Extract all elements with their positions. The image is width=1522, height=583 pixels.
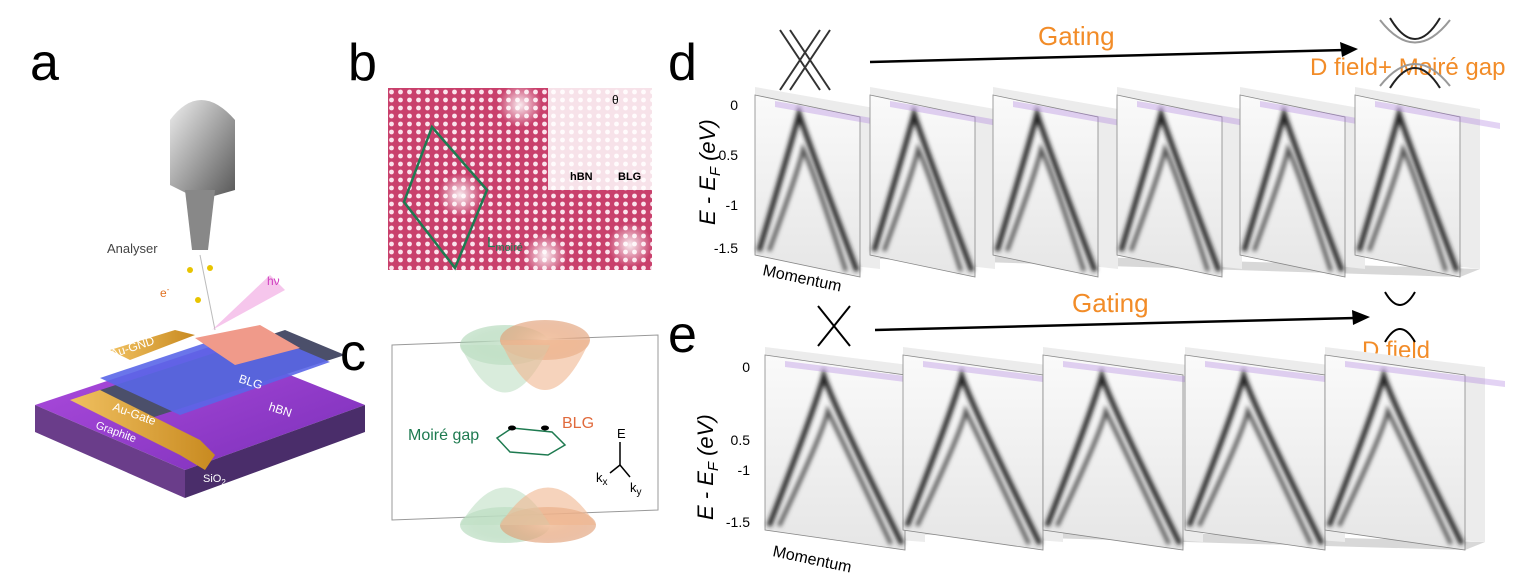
band [1186, 367, 1325, 546]
label: BLG [562, 415, 594, 432]
y-tick-label: 0.5 [731, 432, 751, 448]
label: Gating [1038, 21, 1115, 51]
panel-label: a [30, 34, 59, 92]
label: Lmoiré [487, 234, 523, 254]
band [766, 367, 905, 546]
band-highlight [1345, 361, 1505, 387]
band [994, 105, 1098, 272]
band [882, 143, 963, 272]
band [1326, 367, 1465, 546]
label: y [637, 487, 642, 498]
band [1367, 143, 1448, 272]
label: - [167, 285, 170, 294]
y-tick-label: -1.5 [726, 514, 750, 530]
panel-label: c [340, 324, 366, 382]
band [1252, 143, 1333, 272]
axis-label: Momentum [771, 543, 853, 576]
label: Gating [1072, 288, 1149, 318]
panel-label: b [348, 34, 377, 92]
arrow [874, 310, 1370, 332]
label: E [617, 426, 626, 441]
axis-label: (eV) [693, 414, 718, 456]
axis-label: F [707, 166, 724, 176]
band [1241, 105, 1345, 272]
band [1005, 143, 1086, 272]
band [904, 367, 1043, 546]
y-tick-label: -1 [738, 462, 751, 478]
axis-label: E - EF (eV) [695, 119, 724, 225]
y-tick-label: 0 [730, 97, 738, 113]
y-tick-label: -1.5 [714, 240, 738, 256]
label: ky [630, 480, 642, 498]
arrow [869, 42, 1358, 64]
panel-label: e [668, 306, 697, 364]
y-tick-label: 0 [742, 359, 750, 375]
band [777, 404, 893, 545]
label: θ [612, 93, 619, 107]
label: 2 [221, 478, 226, 487]
band [1055, 404, 1171, 545]
band-highlight [890, 101, 1015, 129]
band [756, 105, 860, 272]
axis-label: E - E [695, 176, 720, 225]
band [871, 105, 975, 272]
label: kx [596, 470, 608, 488]
label: k [596, 470, 603, 485]
arpes-frame [1042, 354, 1184, 551]
label: hν [267, 274, 280, 288]
label: Moiré gap [408, 427, 479, 444]
band-diagram [391, 320, 659, 543]
label: BLG [618, 171, 641, 183]
panel-label: d [668, 34, 697, 92]
arpes-frame [902, 354, 1044, 551]
axis-label: E - E [693, 471, 718, 520]
axis-label: F [705, 461, 722, 471]
arpes-stack [764, 347, 1505, 551]
band [1044, 367, 1183, 546]
band-highlight [1063, 361, 1223, 387]
moire-lattice [388, 83, 652, 277]
label: e- [160, 285, 170, 300]
band [915, 404, 1031, 545]
band-icon [779, 17, 1451, 91]
arpes-frame [1324, 354, 1466, 551]
band-highlight [1137, 101, 1262, 129]
label: moiré [495, 242, 523, 254]
arpes-frame [764, 354, 906, 551]
device [35, 100, 365, 498]
arpes-stack [754, 87, 1500, 278]
band [1197, 404, 1313, 545]
band [767, 143, 848, 272]
label: hBN [267, 400, 294, 421]
arpes-frame [1184, 354, 1326, 551]
band [1337, 404, 1453, 545]
band-highlight [775, 101, 900, 129]
band [1118, 105, 1222, 272]
label: SiO [203, 473, 222, 485]
label: hBN [570, 171, 593, 183]
label: Analyser [107, 241, 158, 256]
band-highlight [1013, 101, 1138, 129]
band-highlight [1260, 101, 1385, 129]
label: SiO2 [203, 473, 226, 487]
y-tick-label: -1 [726, 197, 739, 213]
band [1129, 143, 1210, 272]
band-highlight [1375, 101, 1500, 129]
axis-label: (eV) [695, 119, 720, 161]
band-icon [817, 291, 1416, 347]
band [1356, 105, 1460, 272]
y-tick-label: 0.5 [719, 147, 739, 163]
axis-label: E - EF (eV) [693, 414, 722, 520]
label: k [630, 480, 637, 495]
label: x [603, 477, 608, 488]
label: L [487, 234, 495, 251]
label: D field+ Moiré gap [1310, 54, 1505, 81]
label: e [160, 286, 167, 300]
